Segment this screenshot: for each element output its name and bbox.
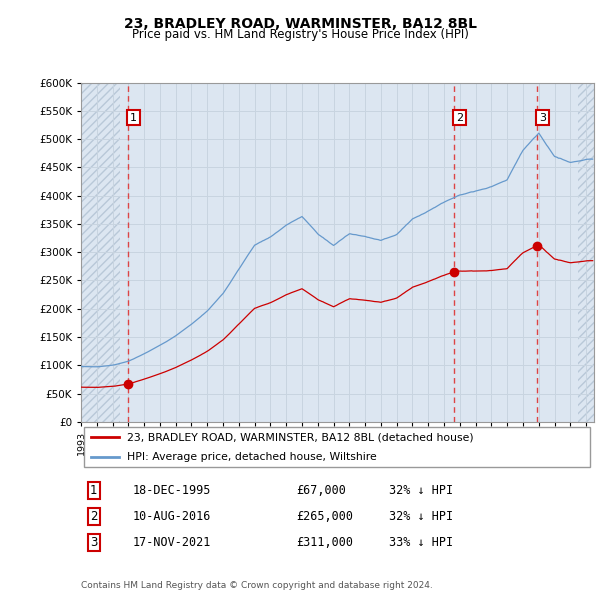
- Text: £311,000: £311,000: [296, 536, 353, 549]
- Text: 10-AUG-2016: 10-AUG-2016: [133, 510, 211, 523]
- Text: 18-DEC-1995: 18-DEC-1995: [133, 484, 211, 497]
- Text: 3: 3: [90, 536, 98, 549]
- Text: 23, BRADLEY ROAD, WARMINSTER, BA12 8BL: 23, BRADLEY ROAD, WARMINSTER, BA12 8BL: [124, 17, 476, 31]
- Bar: [578, 83, 594, 422]
- Text: HPI: Average price, detached house, Wiltshire: HPI: Average price, detached house, Wilt…: [127, 452, 377, 461]
- Text: 33% ↓ HPI: 33% ↓ HPI: [389, 536, 453, 549]
- Text: 17-NOV-2021: 17-NOV-2021: [133, 536, 211, 549]
- Text: 1: 1: [130, 113, 137, 123]
- Text: Contains HM Land Registry data © Crown copyright and database right 2024.: Contains HM Land Registry data © Crown c…: [81, 581, 433, 590]
- Text: 3: 3: [539, 113, 546, 123]
- Text: 2: 2: [90, 510, 98, 523]
- FancyBboxPatch shape: [83, 427, 590, 467]
- Bar: [81, 83, 121, 422]
- Text: 32% ↓ HPI: 32% ↓ HPI: [389, 484, 453, 497]
- Text: 32% ↓ HPI: 32% ↓ HPI: [389, 510, 453, 523]
- Text: 23, BRADLEY ROAD, WARMINSTER, BA12 8BL (detached house): 23, BRADLEY ROAD, WARMINSTER, BA12 8BL (…: [127, 432, 474, 442]
- Text: 2: 2: [456, 113, 463, 123]
- Text: 1: 1: [90, 484, 98, 497]
- Text: £265,000: £265,000: [296, 510, 353, 523]
- Text: £67,000: £67,000: [296, 484, 346, 497]
- Text: Price paid vs. HM Land Registry's House Price Index (HPI): Price paid vs. HM Land Registry's House …: [131, 28, 469, 41]
